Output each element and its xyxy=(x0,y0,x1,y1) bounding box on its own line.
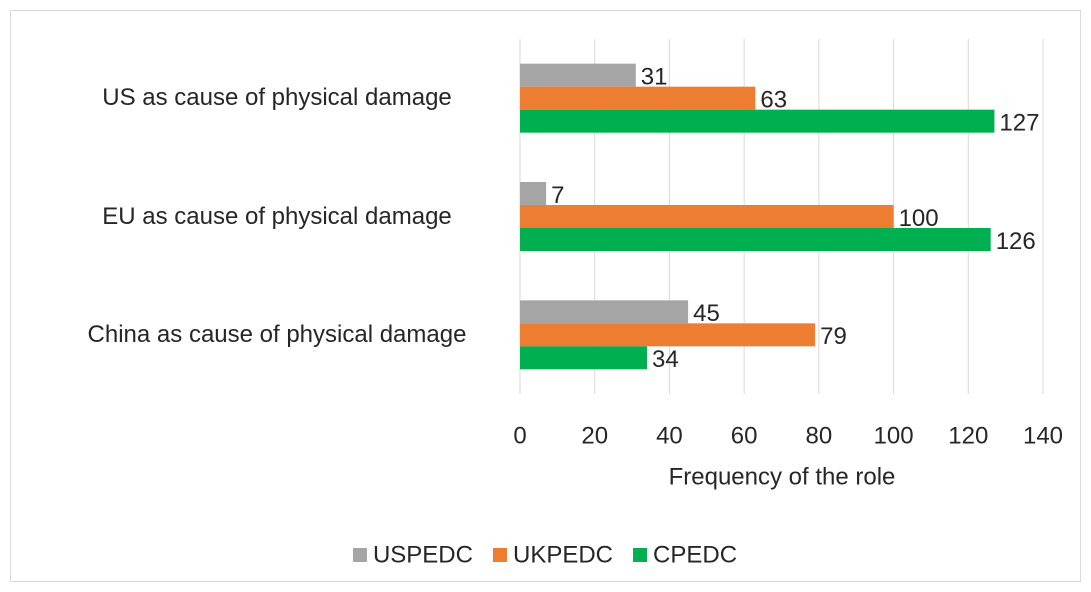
x-axis-label: Frequency of the role xyxy=(669,463,896,490)
bar xyxy=(520,109,995,133)
value-label: 63 xyxy=(760,87,787,114)
value-label: 34 xyxy=(652,346,679,373)
chart-border xyxy=(10,10,1081,582)
x-tick-label: 20 xyxy=(581,422,608,449)
bar xyxy=(520,323,816,347)
x-tick-label: 40 xyxy=(656,422,683,449)
bar xyxy=(520,86,756,110)
legend-label: UKPEDC xyxy=(513,541,613,568)
x-tick-label: 60 xyxy=(731,422,758,449)
y-tick-label: China as cause of physical damage xyxy=(87,320,467,348)
bar xyxy=(520,205,894,228)
x-tick-label: 0 xyxy=(513,422,526,449)
bar xyxy=(520,228,991,251)
bar xyxy=(520,182,547,205)
legend-swatch xyxy=(352,548,367,562)
y-tick-label: EU as cause of physical damage xyxy=(102,202,452,230)
bar xyxy=(520,346,648,370)
value-label: 31 xyxy=(641,64,668,91)
value-label: 126 xyxy=(996,228,1036,255)
bar xyxy=(520,300,689,324)
x-tick-label: 140 xyxy=(1023,422,1063,449)
value-label: 100 xyxy=(899,205,939,232)
value-label: 79 xyxy=(820,323,847,350)
legend-swatch xyxy=(492,548,507,562)
legend-label: CPEDC xyxy=(653,541,737,568)
value-label: 127 xyxy=(999,110,1039,137)
value-label: 7 xyxy=(551,182,564,209)
bar xyxy=(520,63,636,87)
legend-label: USPEDC xyxy=(373,541,473,568)
value-label: 45 xyxy=(693,300,720,327)
x-tick-label: 80 xyxy=(806,422,833,449)
y-tick-label: US as cause of physical damage xyxy=(102,84,452,112)
legend-swatch xyxy=(633,548,648,562)
x-tick-label: 120 xyxy=(948,422,988,449)
x-tick-label: 100 xyxy=(874,422,914,449)
